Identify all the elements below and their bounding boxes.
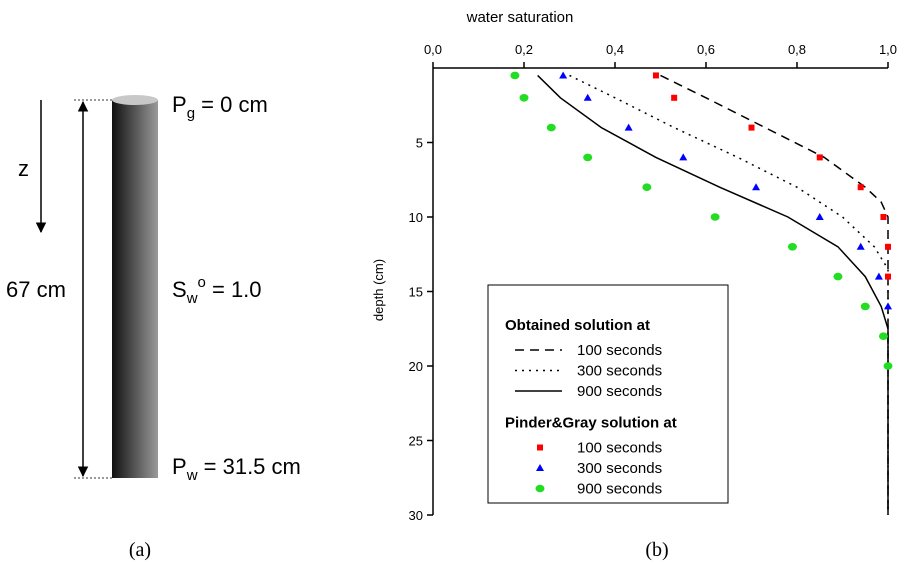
- y-tick-label: 5: [416, 136, 423, 151]
- x-tick-label: 0,2: [515, 42, 533, 57]
- marker: [710, 213, 720, 221]
- y-tick-label: 30: [409, 508, 423, 523]
- series-line: [569, 74, 889, 515]
- label-text: = 31.5 cm: [198, 454, 301, 479]
- marker: [559, 71, 568, 79]
- marker: [752, 183, 761, 191]
- marker: [787, 243, 797, 251]
- soil-column: [112, 100, 158, 478]
- x-tick-label: 1,0: [879, 42, 897, 57]
- x-tick-label: 0,0: [424, 42, 442, 57]
- legend-label: 300 seconds: [577, 460, 662, 477]
- symbol: P: [172, 92, 187, 117]
- series-line: [537, 74, 889, 515]
- marker: [857, 184, 864, 191]
- marker: [885, 243, 891, 250]
- marker: [878, 332, 888, 341]
- marker: [884, 302, 892, 310]
- marker: [885, 273, 891, 280]
- y-tick-label: 10: [409, 210, 423, 225]
- y-tick-label: 25: [409, 434, 423, 449]
- marker: [748, 124, 755, 131]
- marker: [583, 153, 593, 162]
- marker: [510, 71, 520, 80]
- legend-label: 900 seconds: [577, 481, 662, 498]
- subscript: w: [186, 290, 198, 307]
- top-label: Pg = 0 cm: [172, 92, 268, 122]
- symbol: P: [172, 454, 187, 479]
- label-text: = 1.0: [206, 277, 262, 302]
- x-axis-title: water saturation: [466, 9, 574, 26]
- marker: [671, 94, 678, 101]
- column-diagram: z 67 cm Pg = 0 cm Swo = 1.0 Pw = 31.5 cm…: [6, 92, 301, 561]
- x-tick-label: 0,8: [788, 42, 806, 57]
- marker: [537, 444, 543, 451]
- marker: [880, 214, 887, 220]
- legend-label: 100 seconds: [577, 342, 662, 359]
- x-tick-label: 0,4: [606, 42, 624, 57]
- legend-group-title: Pinder&Gray solution at: [505, 415, 677, 432]
- marker: [883, 362, 893, 370]
- symbol: S: [172, 277, 187, 302]
- marker: [860, 302, 870, 311]
- marker: [583, 93, 592, 101]
- caption: (b): [645, 539, 668, 561]
- marker: [856, 242, 865, 250]
- legend-label: 900 seconds: [577, 383, 662, 400]
- y-axis-title: depth (cm): [371, 259, 386, 321]
- subscript: g: [187, 105, 195, 122]
- marker: [815, 213, 824, 220]
- marker: [535, 484, 545, 493]
- caption: (a): [129, 539, 151, 561]
- legend-group-title: Obtained solution at: [505, 317, 650, 334]
- marker: [652, 72, 659, 79]
- y-tick-label: 20: [409, 359, 423, 374]
- superscript: o: [198, 274, 206, 291]
- marker: [833, 272, 843, 281]
- bottom-label: Pw = 31.5 cm: [172, 454, 301, 484]
- marker: [624, 123, 633, 131]
- z-label: z: [18, 156, 29, 181]
- column-top: [112, 95, 158, 105]
- legend-label: 300 seconds: [577, 363, 662, 380]
- middle-label: Swo = 1.0: [172, 274, 262, 307]
- marker: [546, 123, 556, 132]
- marker: [536, 464, 544, 471]
- chart: water saturation depth (cm) (b) 0,0 0,2 0,…: [371, 9, 897, 561]
- marker: [679, 153, 688, 161]
- label-text: = 0 cm: [195, 92, 268, 117]
- marker: [642, 183, 652, 191]
- y-tick-label: 15: [409, 285, 423, 300]
- marker: [816, 154, 823, 161]
- subscript: w: [186, 467, 198, 484]
- legend-label: 100 seconds: [577, 440, 662, 457]
- marker: [874, 272, 883, 280]
- length-label: 67 cm: [6, 277, 66, 302]
- x-tick-label: 0,6: [697, 42, 715, 57]
- marker: [519, 94, 529, 102]
- series-line: [660, 74, 889, 515]
- legend-box: [487, 284, 729, 504]
